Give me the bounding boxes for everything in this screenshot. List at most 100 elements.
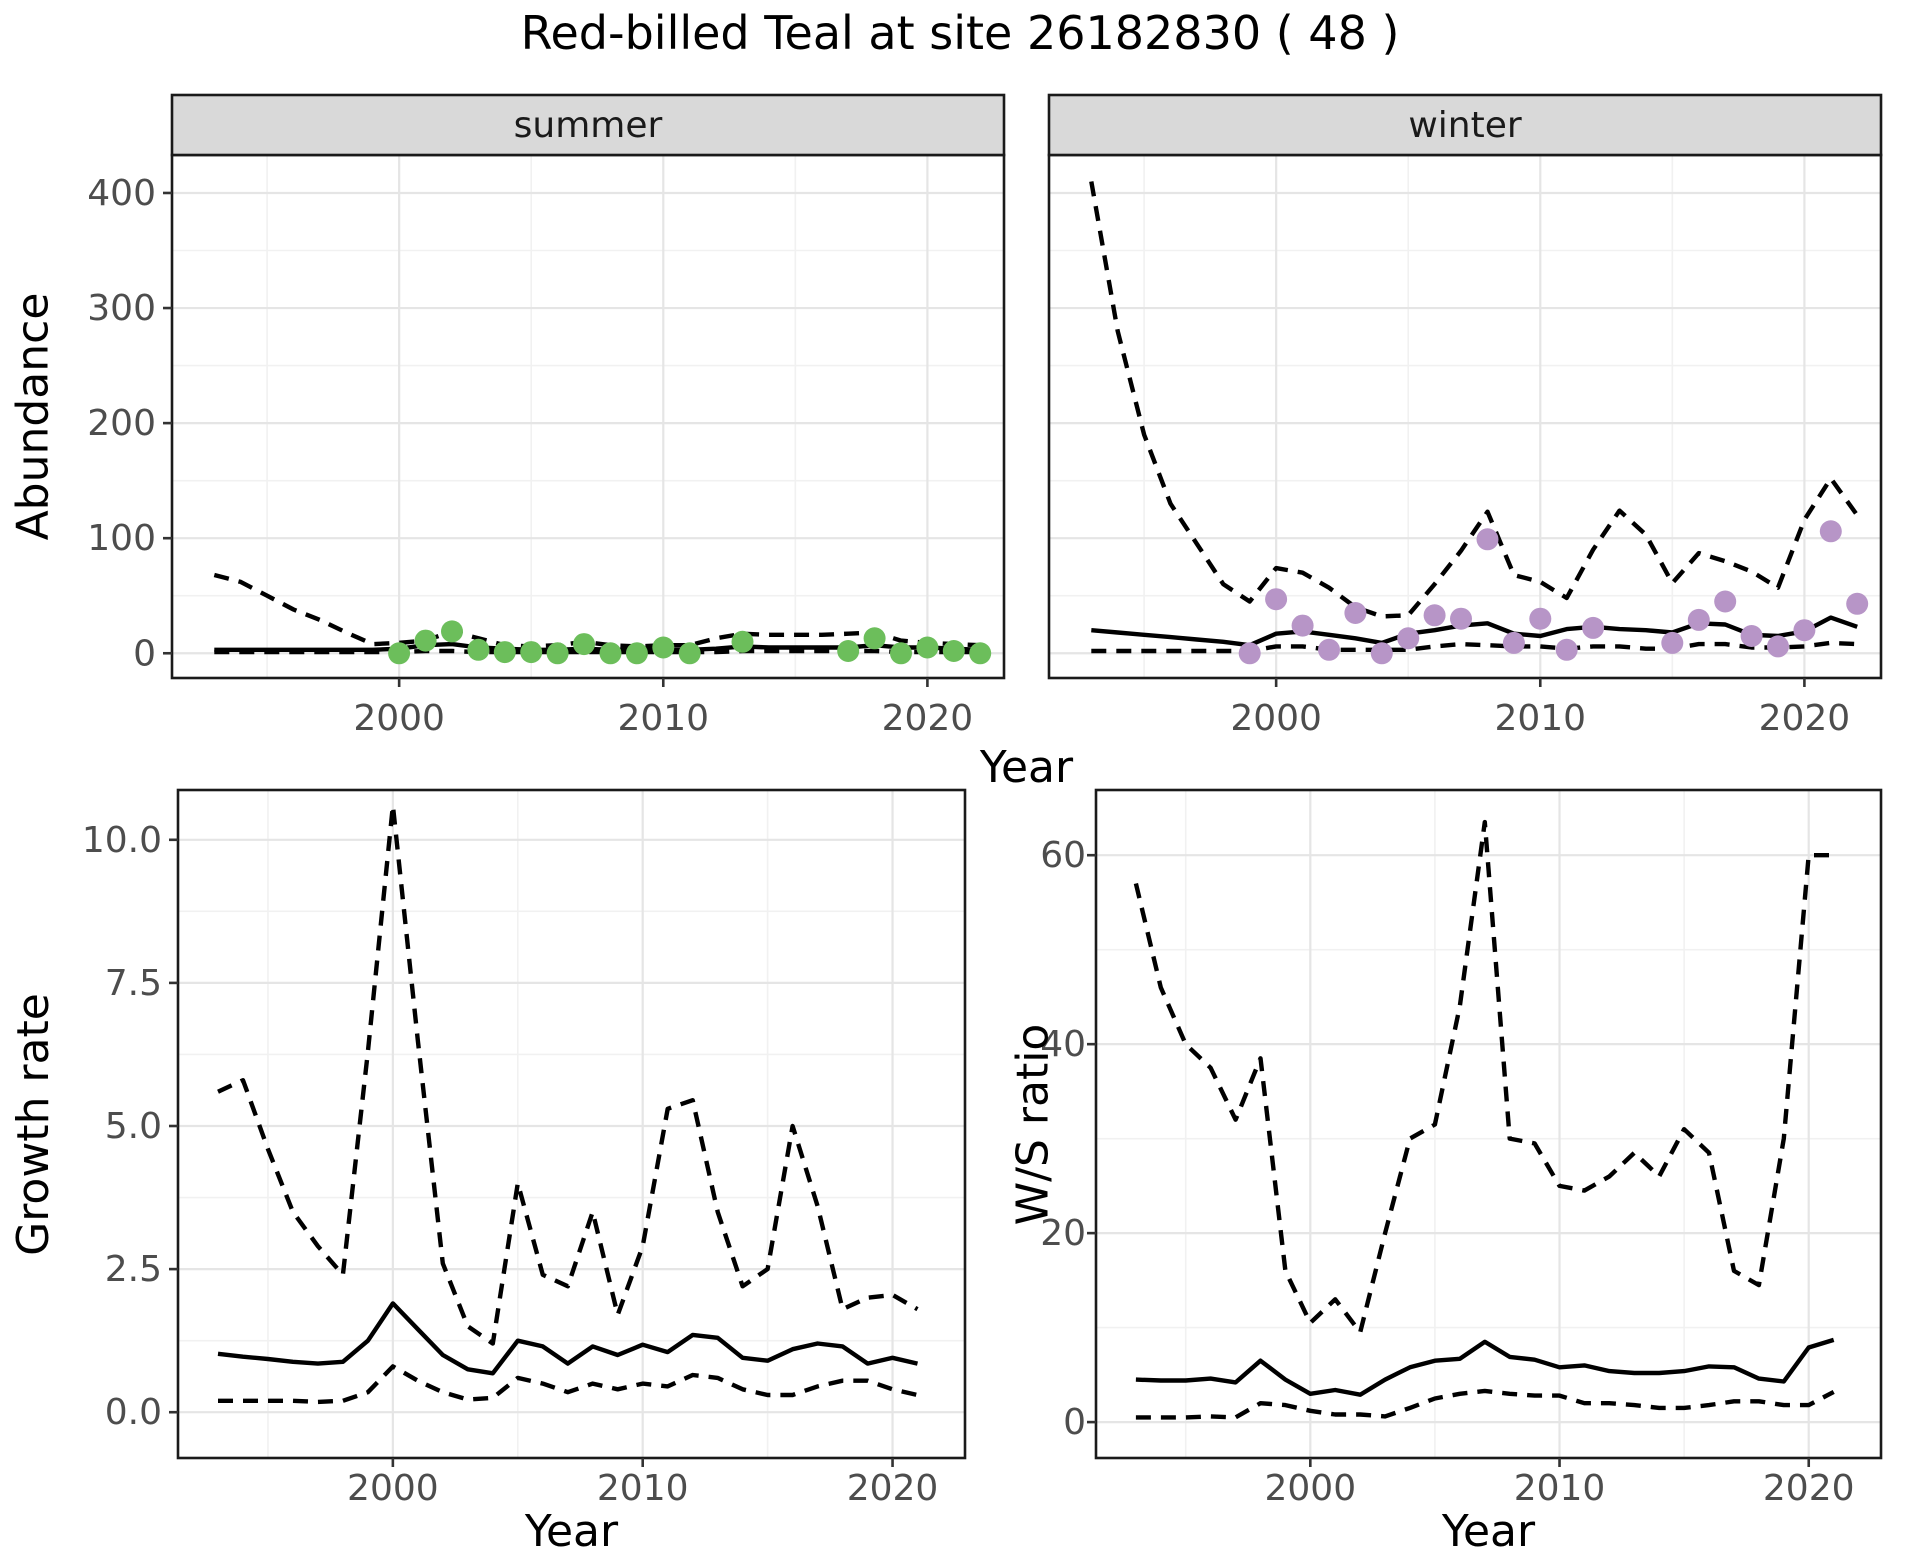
observed-point [1502,631,1525,654]
grid-minor [172,155,1004,678]
x-tick-label: 2010 [1514,1468,1606,1509]
y-tick-label: 10.0 [82,820,162,861]
observed-point [1740,625,1763,647]
observed-point [731,630,754,653]
upper-ci-line [213,572,981,649]
panel-ws-ratio: 2000 2010 2020 0 20 40 60 [1040,788,1883,1509]
observed-point [1687,608,1710,631]
observed-point [678,642,701,665]
axis-ticks: 2000 2010 2020 0 100 200 300 400 [87,173,973,739]
facet-strip [1047,93,1883,157]
observed-point [1476,528,1499,551]
axis-ticks: 2000 2010 2020 0.0 2.5 5.0 7.5 10.0 [82,820,939,1509]
x-tick-label: 2000 [353,698,445,739]
observed-summer-counts [388,620,992,665]
observed-point [493,641,516,664]
x-axis-title-year-top: Year [979,742,1074,793]
grid-minor [1049,155,1881,678]
upper-ci-line [217,803,919,1346]
x-tick-label: 2020 [847,1468,939,1509]
median-line [217,1301,918,1376]
observed-point [652,636,675,659]
observed-point [625,642,648,665]
observed-point [916,636,939,659]
x-tick-label: 2010 [617,698,709,739]
observed-point [1529,607,1552,630]
x-tick-label: 2020 [882,698,974,739]
observed-point [1555,638,1578,661]
upper-ci-line [1133,819,1834,1335]
panel-border [1094,788,1883,1460]
y-tick-label: 100 [87,518,156,559]
grid-minor [178,790,965,1458]
observed-point [1238,642,1261,665]
x-tick-label: 2020 [1759,698,1851,739]
observed-point [388,642,411,665]
observed-point [969,642,992,665]
observed-point [1767,635,1789,658]
observed-point [1846,592,1869,615]
x-tick-label: 2010 [1494,698,1586,739]
facet-strip-label-winter: winter [1408,104,1522,146]
lower-ci-line [1091,640,1858,654]
facet-strip [170,93,1006,157]
x-tick-label: 2000 [1230,698,1322,739]
axis-ticks: 2000 2010 2020 0 20 40 60 [1040,835,1854,1509]
y-axis-title-growth-rate: Growth rate [7,992,59,1256]
observed-point [599,642,622,665]
y-tick-label: 2.5 [105,1249,162,1290]
observed-point [1423,604,1446,627]
lower-ci-line [218,1364,918,1405]
observed-point [1318,638,1340,661]
observed-point [1793,619,1816,642]
observed-point [1265,588,1288,611]
observed-point [414,629,437,652]
y-tick-label: 5.0 [105,1106,162,1147]
observed-point [837,640,860,662]
observed-point [890,642,912,665]
y-tick-label: 300 [87,288,156,329]
y-tick-label: 60 [1040,835,1086,876]
observed-point [1661,631,1684,654]
observed-point [573,633,595,656]
figure-title: Red-billed Teal at site 26182830 ( 48 ) [520,6,1400,60]
observed-point [1397,627,1420,650]
observed-point [1819,520,1842,543]
y-tick-label: 0.0 [105,1392,162,1433]
grid-major [172,155,1004,678]
y-axis-title-abundance: Abundance [7,292,59,541]
observed-point [546,642,569,665]
median-line [1091,615,1858,648]
panel-abundance-winter: 2000 2010 2020 [1047,93,1883,739]
observed-point [1291,614,1314,637]
y-tick-label: 20 [1040,1213,1086,1254]
y-tick-label: 0 [1063,1402,1086,1443]
panel-abundance-summer: 2000 2010 2020 0 100 200 300 400 [87,93,1006,739]
observed-point [441,620,463,643]
observed-point [1370,642,1393,665]
x-axis-title-year-bottom-left: Year [524,1506,619,1557]
x-tick-label: 2010 [597,1468,689,1509]
y-tick-label: 0 [133,633,156,674]
y-tick-label: 200 [87,403,156,444]
observed-point [1582,616,1605,639]
upper-ci-line [1089,181,1859,619]
observed-point [863,627,886,650]
median-line [1135,1337,1835,1397]
facet-strip-label-summer: summer [513,104,663,146]
y-axis-title-ws-ratio: W/S ratio [1007,1023,1059,1225]
lower-ci-line [1135,1388,1835,1420]
x-tick-label: 2020 [1763,1468,1855,1509]
grid-major [1096,790,1881,1458]
x-axis-title-year-bottom-right: Year [1441,1506,1536,1557]
x-tick-label: 2000 [347,1468,439,1509]
observed-point [942,640,965,662]
observed-point [1714,590,1737,613]
panel-border [176,788,967,1460]
observed-point [1344,602,1367,624]
observed-point [520,641,543,664]
grid-major [1049,155,1881,678]
observed-point [467,638,490,661]
